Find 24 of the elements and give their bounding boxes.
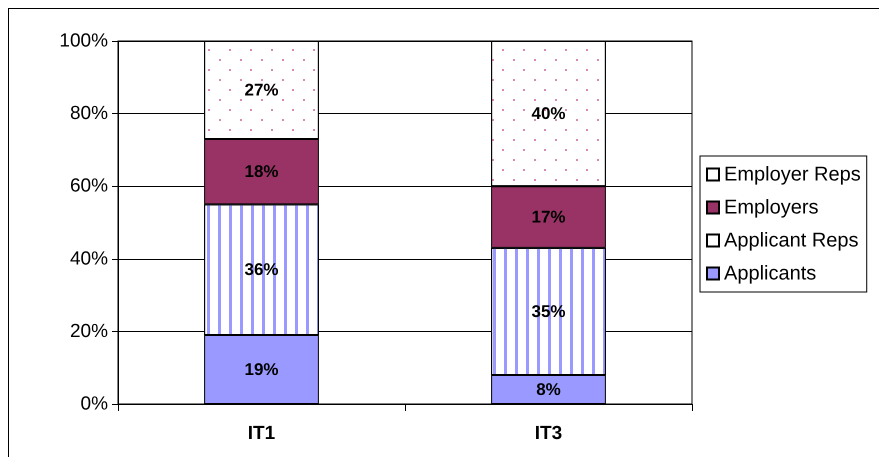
data-label: 35%: [531, 302, 566, 321]
bar: [204, 335, 319, 404]
data-label: 8%: [536, 380, 561, 399]
bar: [491, 374, 606, 404]
legend-label: Applicants: [724, 262, 816, 284]
y-tick-label: 60%: [70, 176, 108, 197]
y-tick-label: 40%: [70, 248, 108, 270]
data-label: 17%: [531, 208, 566, 227]
bar: [491, 186, 606, 248]
x-tick-label: IT3: [534, 423, 562, 444]
legend-label: Employer Reps: [724, 164, 861, 186]
data-label: 36%: [244, 260, 279, 280]
data-label: 18%: [244, 162, 279, 182]
data-label: 27%: [244, 80, 279, 100]
y-tick-label: 100%: [59, 30, 108, 52]
data-label: 19%: [244, 360, 279, 380]
bar: [204, 139, 319, 204]
legend-label: Applicant Reps: [724, 230, 859, 252]
y-tick-label: 0%: [80, 394, 108, 414]
x-tick-label: IT1: [248, 423, 276, 444]
data-label: 40%: [531, 104, 566, 124]
y-tick-label: 20%: [70, 320, 108, 342]
legend-label: Employers: [724, 196, 818, 218]
y-tick-label: 80%: [70, 103, 108, 124]
